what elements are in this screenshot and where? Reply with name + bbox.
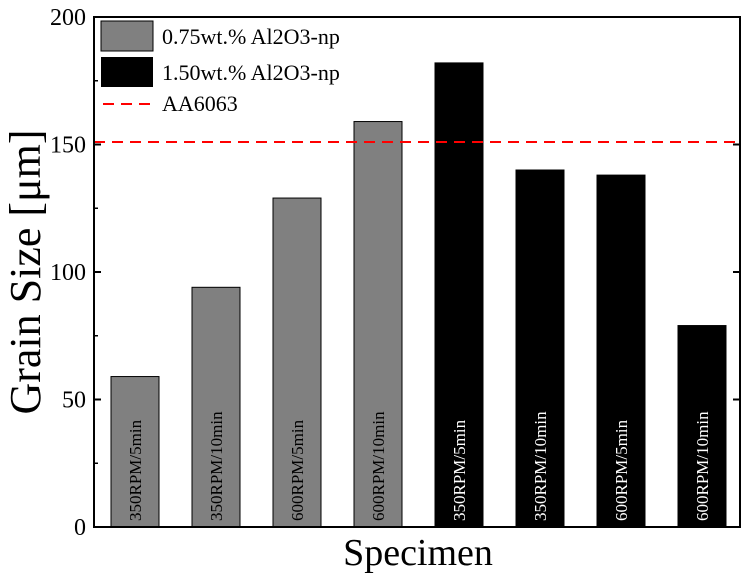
bar <box>353 121 403 528</box>
y-axis: 0 50 100 150 200 <box>50 5 740 541</box>
y-tick-label: 200 <box>50 5 86 31</box>
legend-swatch-series-1 <box>100 20 154 52</box>
bar <box>110 376 160 528</box>
bar-label: 600RPM/5min <box>288 419 307 521</box>
plot-area: 350RPM/5min 350RPM/10min 600RPM/5min 600RPM… <box>94 62 740 528</box>
bar <box>272 197 322 528</box>
y-tick-label: 0 <box>74 515 86 541</box>
bar <box>434 62 484 528</box>
y-tick-label: 100 <box>50 260 86 286</box>
bar <box>191 286 241 528</box>
bar-label: 350RPM/5min <box>450 419 469 521</box>
bar-label: 600RPM/10min <box>693 411 712 521</box>
bar <box>515 169 565 528</box>
legend-swatch-series-2 <box>101 57 153 87</box>
bar-label: 350RPM/5min <box>126 419 145 521</box>
x-axis-title: Specimen <box>343 532 493 574</box>
legend-label-series-2: 1.50wt.% Al2O3-np <box>162 60 340 85</box>
bar-label: 350RPM/10min <box>531 411 550 521</box>
y-tick-label: 150 <box>50 133 86 159</box>
legend-label-series-1: 0.75wt.% Al2O3-np <box>162 24 340 49</box>
y-tick-label: 50 <box>62 388 86 414</box>
y-axis-title: Grain Size [μm] <box>1 129 50 414</box>
legend-label-reference: AA6063 <box>162 91 238 116</box>
bar <box>677 325 727 528</box>
legend: 0.75wt.% Al2O3-np 1.50wt.% Al2O3-np AA60… <box>100 20 340 116</box>
plot-frame <box>93 16 741 528</box>
bar-label: 350RPM/10min <box>207 411 226 521</box>
bar-label: 600RPM/5min <box>612 419 631 521</box>
bar-label: 600RPM/10min <box>369 411 388 521</box>
